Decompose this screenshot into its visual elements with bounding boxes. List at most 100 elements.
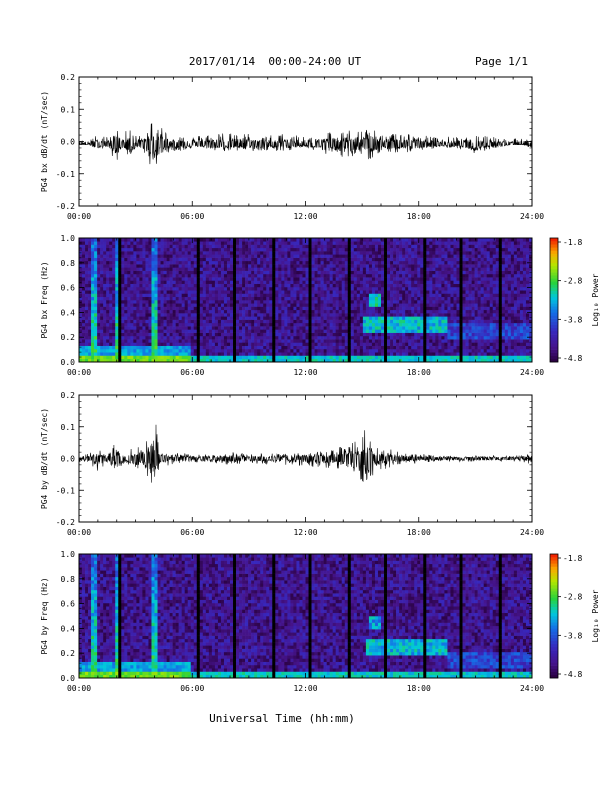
spectrogram-cell	[145, 267, 149, 271]
spectrogram-cell	[118, 251, 122, 255]
spectrogram-cell	[118, 247, 122, 252]
spectrogram-cell	[157, 309, 161, 314]
spectrogram-cell	[459, 264, 463, 268]
spectrogram-cell	[435, 348, 439, 353]
spectrogram-cell	[127, 241, 131, 245]
spectrogram-cell	[88, 280, 92, 284]
spectrogram-cell	[88, 260, 92, 265]
spectrogram-cell	[314, 296, 318, 301]
spectrogram-cell	[199, 326, 204, 330]
spectrogram-cell	[178, 355, 182, 360]
spectrogram-cell	[381, 300, 385, 304]
spectrogram-cell	[260, 270, 264, 275]
spectrogram-cell	[115, 293, 119, 298]
spectrogram-cell	[350, 260, 355, 265]
spectrogram-cell	[148, 316, 152, 320]
spectrogram-cell	[154, 283, 158, 288]
spectrogram-cell	[314, 241, 318, 245]
spectrogram-cell	[459, 254, 463, 258]
spectrogram-cell	[296, 270, 300, 275]
spectrogram-cell	[214, 345, 219, 350]
spectrogram-cell	[187, 264, 192, 268]
spectrogram-cell	[239, 358, 243, 363]
spectrogram-cell	[94, 339, 98, 343]
spectrogram-cell	[441, 348, 445, 353]
spectrogram-cell	[450, 286, 454, 291]
spectrogram-cell	[326, 309, 330, 314]
spectrogram-cell	[450, 316, 454, 320]
spectrogram-cell	[287, 309, 291, 314]
spectrogram-cell	[462, 283, 466, 288]
spectrogram-cell	[302, 241, 306, 245]
spectrogram-cell	[118, 300, 122, 304]
spectrogram-cell	[85, 244, 89, 249]
spectrogram-cell	[456, 260, 460, 265]
spectrogram-cell	[326, 352, 330, 356]
spectrogram-cell	[426, 290, 430, 294]
spectrogram-cell	[239, 270, 243, 275]
spectrogram-cell	[435, 329, 439, 333]
spectrogram-cell	[441, 251, 445, 255]
spectrogram-cell	[314, 270, 318, 275]
spectrogram-cell	[332, 260, 336, 265]
spectrogram-cell	[332, 358, 336, 363]
spectrogram-cell	[272, 241, 276, 245]
spectrogram-cell	[371, 257, 376, 262]
spectrogram-cell	[453, 251, 457, 255]
spectrogram-cell	[429, 286, 433, 291]
spectrogram-cell	[296, 303, 300, 307]
spectrogram-cell	[94, 241, 98, 245]
spectrogram-cell	[290, 358, 294, 363]
spectrogram-cell	[447, 342, 451, 346]
spectrogram-cell	[79, 342, 83, 346]
spectrogram-cell	[181, 283, 185, 288]
spectrogram-cell	[447, 293, 451, 298]
spectrogram-cell	[287, 267, 291, 271]
spectrogram-cell	[85, 332, 89, 337]
spectrogram-cell	[97, 296, 101, 301]
spectrogram-cell	[393, 309, 397, 314]
spectrogram-cell	[320, 273, 324, 278]
spectrogram-cell	[263, 273, 267, 278]
spectrogram-cell	[133, 238, 137, 242]
spectrogram-cell	[371, 309, 376, 314]
spectrogram-cell	[148, 283, 152, 288]
spectrogram-cell	[223, 339, 228, 343]
spectrogram-cell	[178, 238, 182, 242]
spectrogram-cell	[109, 257, 113, 262]
spectrogram-cell	[172, 290, 176, 294]
spectrogram-cell	[269, 270, 273, 275]
spectrogram-cell	[124, 254, 128, 258]
spectrogram-cell	[151, 267, 155, 271]
spectrogram-cell	[456, 257, 460, 262]
spectrogram-cell	[353, 306, 358, 311]
spectrogram-cell	[296, 335, 300, 340]
spectrogram-cell	[163, 241, 167, 245]
spectrogram-cell	[365, 260, 370, 265]
spectrogram-cell	[353, 339, 358, 343]
spectrogram-cell	[384, 329, 388, 333]
spectrogram-cell	[245, 352, 249, 356]
spectrogram-cell	[205, 241, 210, 245]
spectrogram-cell	[266, 260, 270, 265]
spectrogram-cell	[257, 286, 261, 291]
spectrogram-cell	[387, 290, 391, 294]
spectrogram-cell	[284, 342, 288, 346]
spectrogram-cell	[308, 355, 312, 360]
spectrogram-cell	[130, 257, 134, 262]
spectrogram-cell	[187, 270, 192, 275]
spectrogram-cell	[88, 329, 92, 333]
spectrogram-cell	[91, 280, 95, 284]
spectrogram-cell	[257, 303, 261, 307]
spectrogram-cell	[230, 342, 234, 346]
spectrogram-cell	[157, 290, 161, 294]
spectrogram-cell	[226, 329, 231, 333]
spectrogram-cell	[254, 358, 258, 363]
spectrogram-cell	[127, 316, 131, 320]
spectrogram-cell	[356, 332, 361, 337]
spectrogram-cell	[350, 257, 355, 262]
spectrogram-cell	[115, 241, 119, 245]
spectrogram-cell	[335, 264, 340, 268]
spectrogram-cell	[281, 251, 285, 255]
spectrogram-cell	[429, 260, 433, 265]
